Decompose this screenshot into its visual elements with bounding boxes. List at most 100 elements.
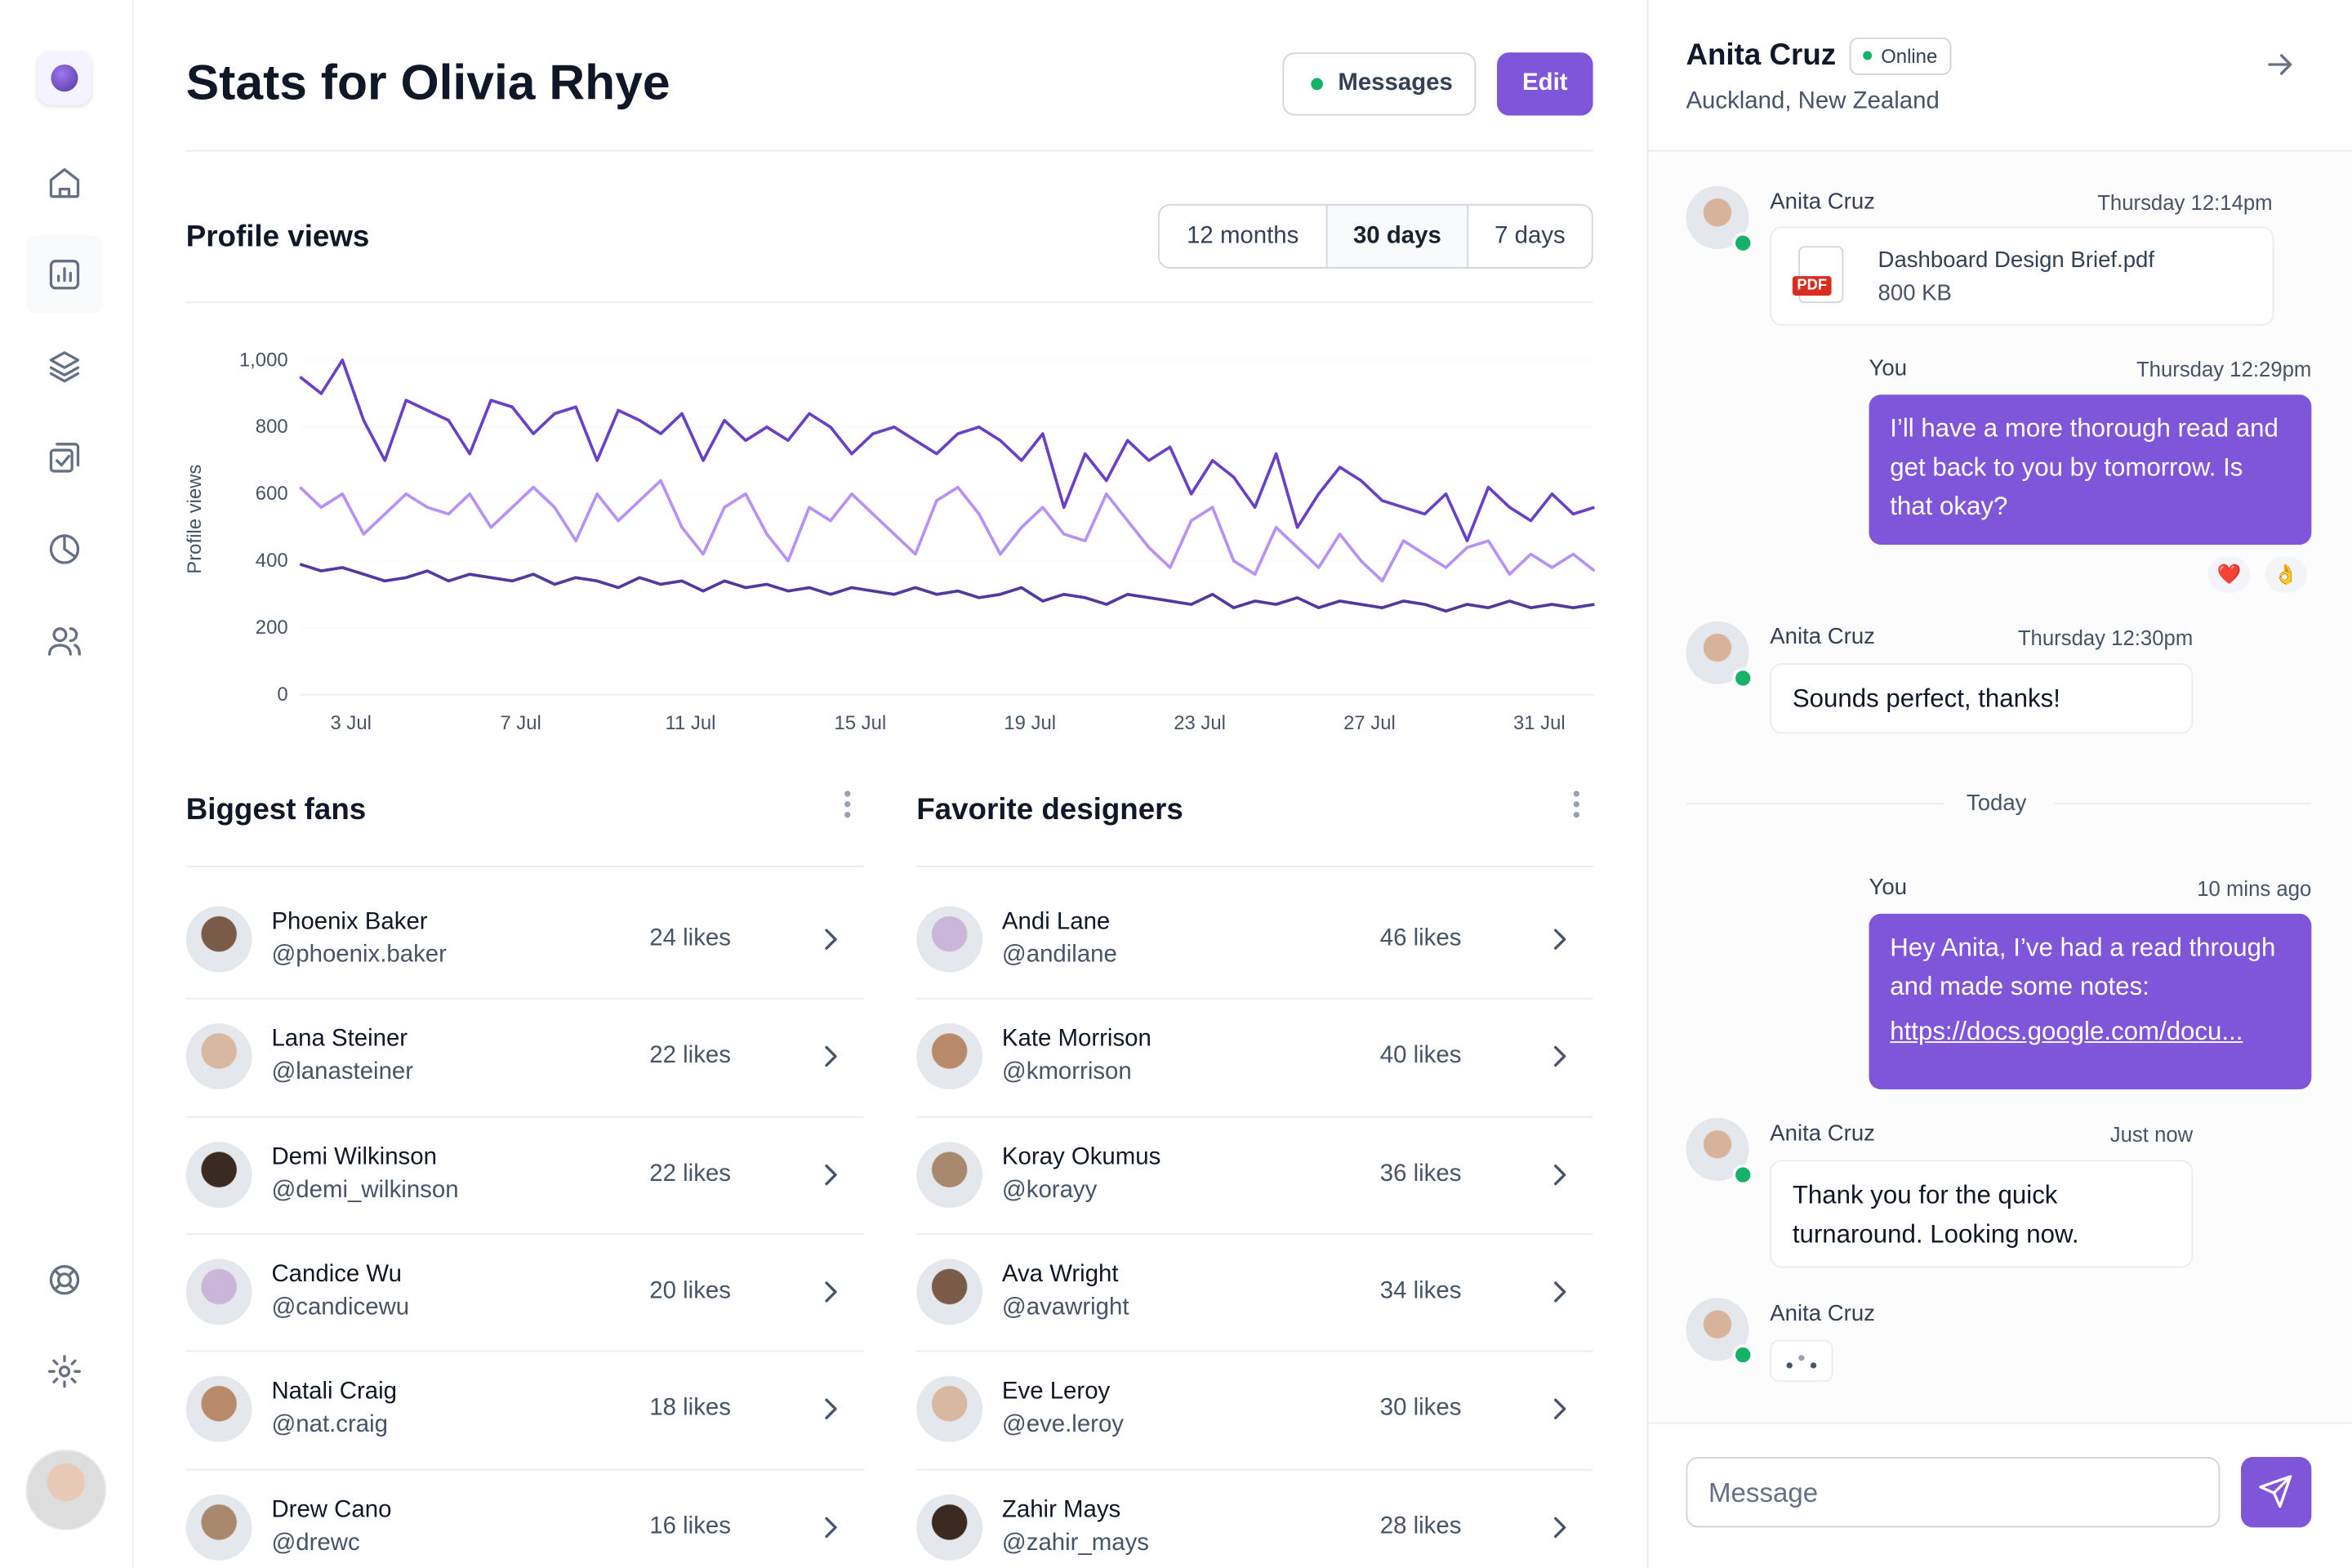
- row-chevron[interactable]: [1545, 1042, 1575, 1072]
- row-chevron[interactable]: [1545, 1276, 1575, 1307]
- handle: @drewc: [271, 1530, 360, 1556]
- series-line: [299, 479, 1596, 583]
- support-icon[interactable]: [47, 1262, 82, 1298]
- row-divider: [916, 1233, 1593, 1235]
- row-chevron[interactable]: [816, 1276, 846, 1307]
- message-input[interactable]: Message: [1686, 1457, 2221, 1528]
- name: Koray Okumus: [1001, 1144, 1161, 1170]
- reaction[interactable]: 👌: [2265, 556, 2307, 593]
- file-size: 800 KB: [1878, 280, 1952, 306]
- handle: @zahir_mays: [1001, 1530, 1149, 1556]
- time: Thursday 12:14pm: [2097, 190, 2273, 215]
- logo: [37, 51, 92, 105]
- y-tick-label: 200: [256, 617, 288, 639]
- range-tab[interactable]: 30 days: [1325, 205, 1468, 268]
- sidebar: [0, 0, 134, 1568]
- more-menu[interactable]: [844, 791, 851, 818]
- stats-icon[interactable]: [47, 256, 82, 292]
- reaction[interactable]: ❤️: [2207, 556, 2251, 593]
- reports-icon[interactable]: [47, 531, 82, 567]
- divider-line: [1686, 802, 1944, 804]
- time: Thursday 12:29pm: [2136, 357, 2312, 381]
- series-line: [299, 359, 1595, 543]
- row-chevron[interactable]: [816, 1512, 846, 1542]
- avatar: [185, 1141, 252, 1208]
- close-arrow[interactable]: [2262, 47, 2298, 82]
- chart: Profile views 0 200 400 600 800 1,000 3 Jul 7 J…: [186, 349, 1596, 734]
- message-link[interactable]: https://docs.google.com/docu...: [1890, 1017, 2243, 1046]
- location: Auckland, New Zealand: [1686, 88, 1940, 114]
- section-title: Profile views: [185, 220, 370, 254]
- home-icon[interactable]: [47, 165, 82, 201]
- avatar: [185, 1023, 252, 1090]
- x-tick-label: 15 Jul: [834, 712, 886, 734]
- day-divider: Today: [1966, 791, 2027, 817]
- settings-icon[interactable]: [47, 1353, 82, 1389]
- y-tick-label: 1,000: [239, 349, 288, 371]
- messages-button[interactable]: Messages: [1282, 52, 1477, 116]
- row-chevron[interactable]: [1545, 1394, 1575, 1424]
- edit-button[interactable]: Edit: [1497, 52, 1593, 116]
- name: Zahir Mays: [1001, 1496, 1121, 1522]
- avatar: [185, 906, 252, 973]
- section-title: Biggest fans: [185, 793, 367, 827]
- placeholder: Message: [1708, 1477, 1819, 1508]
- users-icon[interactable]: [47, 622, 82, 658]
- likes: 46 likes: [1379, 925, 1462, 951]
- name: Phoenix Baker: [271, 909, 428, 935]
- layers-icon[interactable]: [47, 348, 82, 384]
- likes: 24 likes: [649, 925, 731, 951]
- handle: @lanasteiner: [271, 1059, 414, 1085]
- avatar: [185, 1258, 252, 1325]
- row-chevron[interactable]: [816, 924, 846, 955]
- name: Kate Morrison: [1001, 1027, 1152, 1053]
- handle: @demi_wilkinson: [271, 1177, 459, 1203]
- x-tick-label: 11 Jul: [665, 712, 715, 734]
- likes: 18 likes: [649, 1396, 731, 1422]
- row-chevron[interactable]: [816, 1042, 846, 1072]
- file-card[interactable]: PDF Dashboard Design Brief.pdf 800 KB: [1770, 226, 2274, 326]
- x-tick-label: 19 Jul: [1004, 712, 1056, 734]
- row-chevron[interactable]: [1545, 1159, 1575, 1189]
- x-tick-label: 7 Jul: [500, 712, 541, 734]
- more-menu[interactable]: [1573, 791, 1580, 818]
- handle: @avawright: [1001, 1294, 1129, 1321]
- online-badge: Online: [1849, 37, 1951, 75]
- avatar: [916, 1141, 983, 1208]
- likes: 34 likes: [1379, 1278, 1462, 1304]
- time: Just now: [2109, 1122, 2194, 1147]
- row-chevron[interactable]: [1545, 924, 1575, 955]
- name: Candice Wu: [271, 1261, 402, 1288]
- online-dot: [1732, 1344, 1754, 1365]
- tasks-icon[interactable]: [47, 439, 82, 475]
- name: Natali Craig: [271, 1379, 397, 1405]
- handle: @korayy: [1001, 1177, 1098, 1203]
- likes: 36 likes: [1379, 1160, 1462, 1187]
- y-tick-label: 800: [256, 416, 288, 438]
- sender: Anita Cruz: [1770, 1120, 1875, 1147]
- row-chevron[interactable]: [1545, 1512, 1575, 1542]
- name: Demi Wilkinson: [271, 1144, 437, 1170]
- user-avatar[interactable]: [25, 1449, 107, 1531]
- message: Thank you for the quick turnaround. Look…: [1770, 1160, 2194, 1268]
- likes: 22 likes: [649, 1160, 731, 1187]
- row-divider: [185, 1468, 864, 1470]
- handle: @candicewu: [271, 1294, 410, 1321]
- y-axis-title: Profile views: [186, 465, 206, 574]
- name: Eve Leroy: [1001, 1379, 1111, 1405]
- range-tab[interactable]: 7 days: [1467, 205, 1592, 268]
- time: 10 mins ago: [2197, 875, 2312, 901]
- avatar: [916, 1376, 983, 1442]
- row-chevron[interactable]: [816, 1159, 846, 1189]
- typing-indicator: [1770, 1339, 1833, 1383]
- message: Sounds perfect, thanks!: [1770, 663, 2194, 734]
- row-divider: [916, 1468, 1593, 1470]
- avatar: [916, 1258, 983, 1325]
- y-tick-label: 400: [256, 550, 288, 572]
- name: Lana Steiner: [271, 1027, 408, 1053]
- file-type: PDF: [1792, 276, 1832, 296]
- send-button[interactable]: [2241, 1457, 2312, 1528]
- sender: You: [1869, 875, 1908, 901]
- row-chevron[interactable]: [816, 1394, 846, 1424]
- range-tab[interactable]: 12 months: [1159, 205, 1326, 268]
